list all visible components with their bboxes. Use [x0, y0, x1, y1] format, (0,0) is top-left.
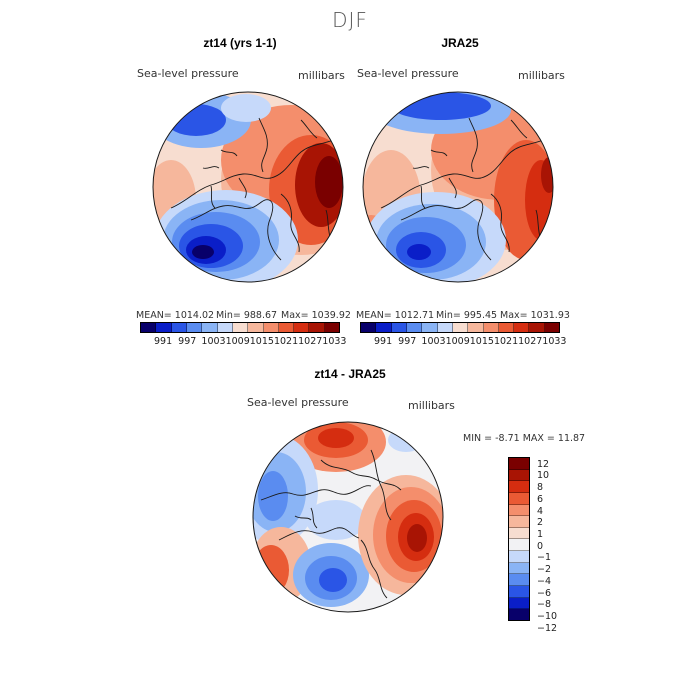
- min-stat-model: Min= 988.67: [216, 310, 278, 321]
- colorbar-swatch: [248, 323, 264, 332]
- colorbar-tick-label: 1021: [273, 336, 299, 347]
- colorbar-swatch: [509, 586, 529, 598]
- colorbar-difference: [508, 457, 530, 621]
- colorbar-swatch: [509, 504, 529, 517]
- colorbar-swatch: [437, 323, 453, 332]
- colorbar-tick-label: 1021: [493, 336, 519, 347]
- colorbar-swatch: [452, 323, 469, 332]
- colorbar-tick-label: −12: [537, 622, 558, 634]
- colorbar-tick-label: 2: [537, 517, 544, 529]
- max-stat-reanalysis: Max= 1031.93: [500, 310, 570, 321]
- colorbar-swatch: [141, 323, 157, 332]
- colorbar-swatch: [509, 562, 529, 575]
- colorbar-swatch: [278, 323, 295, 332]
- colorbar-swatch: [217, 323, 233, 332]
- colorbar-swatch: [509, 516, 529, 528]
- colorbar-swatch: [156, 323, 172, 332]
- colorbar-swatch: [406, 323, 423, 332]
- colorbar-tick-label: 997: [398, 336, 417, 347]
- colorbar-tick-label: 10: [537, 470, 550, 482]
- colorbar-tick-label: −8: [537, 599, 552, 611]
- colorbar-swatch: [202, 323, 218, 332]
- colorbar-tick-label: 991: [373, 336, 393, 347]
- colorbar-swatch: [509, 492, 529, 505]
- units-label-reanalysis: millibars: [518, 69, 565, 82]
- max-stat-model: Max= 1039.92: [281, 310, 351, 321]
- colorbar-tick-label: −4: [537, 575, 552, 587]
- colorbar-swatch: [509, 597, 529, 610]
- colorbar-tick-label: −1: [537, 552, 552, 564]
- colorbar-tick-label: 8: [537, 482, 544, 494]
- colorbar-swatch: [483, 323, 499, 332]
- colorbar-swatch: [391, 323, 407, 332]
- colorbar-swatch: [186, 323, 203, 332]
- colorbar-tick-label: 1015: [469, 336, 494, 347]
- colorbar-model: [140, 322, 340, 333]
- panel-title-difference: zt14 - JRA25: [314, 367, 386, 381]
- colorbar-tick-label: 1033: [542, 336, 567, 347]
- colorbar-swatch: [544, 323, 560, 332]
- colorbar-swatch: [376, 323, 392, 332]
- mean-stat-reanalysis: MEAN= 1012.71: [356, 310, 435, 321]
- figure-title: DJF: [332, 8, 368, 32]
- min-stat-reanalysis: Min= 995.45: [436, 310, 498, 321]
- panel-title-model: zt14 (yrs 1-1): [203, 36, 277, 50]
- colorbar-tick-label: −10: [537, 611, 558, 622]
- colorbar-tick-label: 1: [537, 529, 544, 540]
- colorbar-swatch: [514, 323, 530, 332]
- colorbar-swatch: [509, 574, 529, 587]
- field-label-model: Sea-level pressure: [137, 67, 239, 80]
- colorbar-swatch: [324, 323, 340, 332]
- minmax-stat-difference: MIN = -8.71 MAX = 11.87: [463, 433, 586, 444]
- colorbar-swatch: [263, 323, 279, 332]
- colorbar-tick-label: 1027: [298, 336, 323, 347]
- colorbar-tick-label: 1033: [322, 336, 347, 347]
- colorbar-swatch: [509, 527, 529, 540]
- colorbar-swatch: [294, 323, 310, 332]
- field-label-difference: Sea-level pressure: [247, 396, 349, 409]
- colorbar-swatch: [361, 323, 377, 332]
- colorbar-swatch: [171, 323, 187, 332]
- colorbar-tick-label: 1003: [201, 336, 226, 347]
- colorbar-tick-label: 1009: [225, 336, 250, 347]
- colorbar-swatch: [509, 481, 529, 493]
- colorbar-tick-label: 4: [537, 505, 544, 517]
- polar-map-reanalysis: [362, 91, 554, 283]
- colorbar-swatch: [529, 323, 545, 332]
- colorbar-swatch: [422, 323, 438, 332]
- colorbar-tick-label: −6: [537, 587, 552, 599]
- colorbar-tick-label: 12: [537, 458, 550, 470]
- colorbar-swatch: [498, 323, 515, 332]
- polar-map-difference: [252, 421, 444, 613]
- colorbar-reanalysis: [360, 322, 560, 333]
- field-label-reanalysis: Sea-level pressure: [357, 67, 459, 80]
- colorbar-tick-label: 1003: [421, 336, 446, 347]
- colorbar-ticks-reanalysis: 991 997 1003 1009 1015 1021 1027 1033: [360, 336, 567, 348]
- units-label-model: millibars: [298, 69, 345, 82]
- colorbar-swatch: [509, 458, 529, 470]
- colorbar-swatch: [509, 539, 529, 552]
- colorbar-tick-label: 1027: [518, 336, 543, 347]
- colorbar-swatch: [232, 323, 249, 332]
- colorbar-swatch: [509, 469, 529, 482]
- colorbar-swatch: [509, 551, 529, 563]
- colorbar-tick-label: 991: [153, 336, 173, 347]
- mean-stat-model: MEAN= 1014.02: [136, 310, 215, 321]
- panel-title-reanalysis: JRA25: [441, 36, 479, 50]
- polar-map-model: [152, 91, 344, 283]
- colorbar-tick-label: −2: [537, 564, 552, 576]
- colorbar-swatch: [468, 323, 484, 332]
- colorbar-tick-label: 6: [537, 493, 544, 505]
- colorbar-tick-label: 0: [537, 540, 544, 552]
- colorbar-swatch: [309, 323, 325, 332]
- colorbar-tick-label: 1009: [445, 336, 470, 347]
- colorbar-tick-label: 1015: [249, 336, 274, 347]
- colorbar-swatch: [509, 609, 529, 620]
- colorbar-tick-label: 997: [178, 336, 197, 347]
- colorbar-ticks-model: 991 997 1003 1009 1015 1021 1027 1033: [140, 336, 347, 348]
- units-label-difference: millibars: [408, 399, 455, 412]
